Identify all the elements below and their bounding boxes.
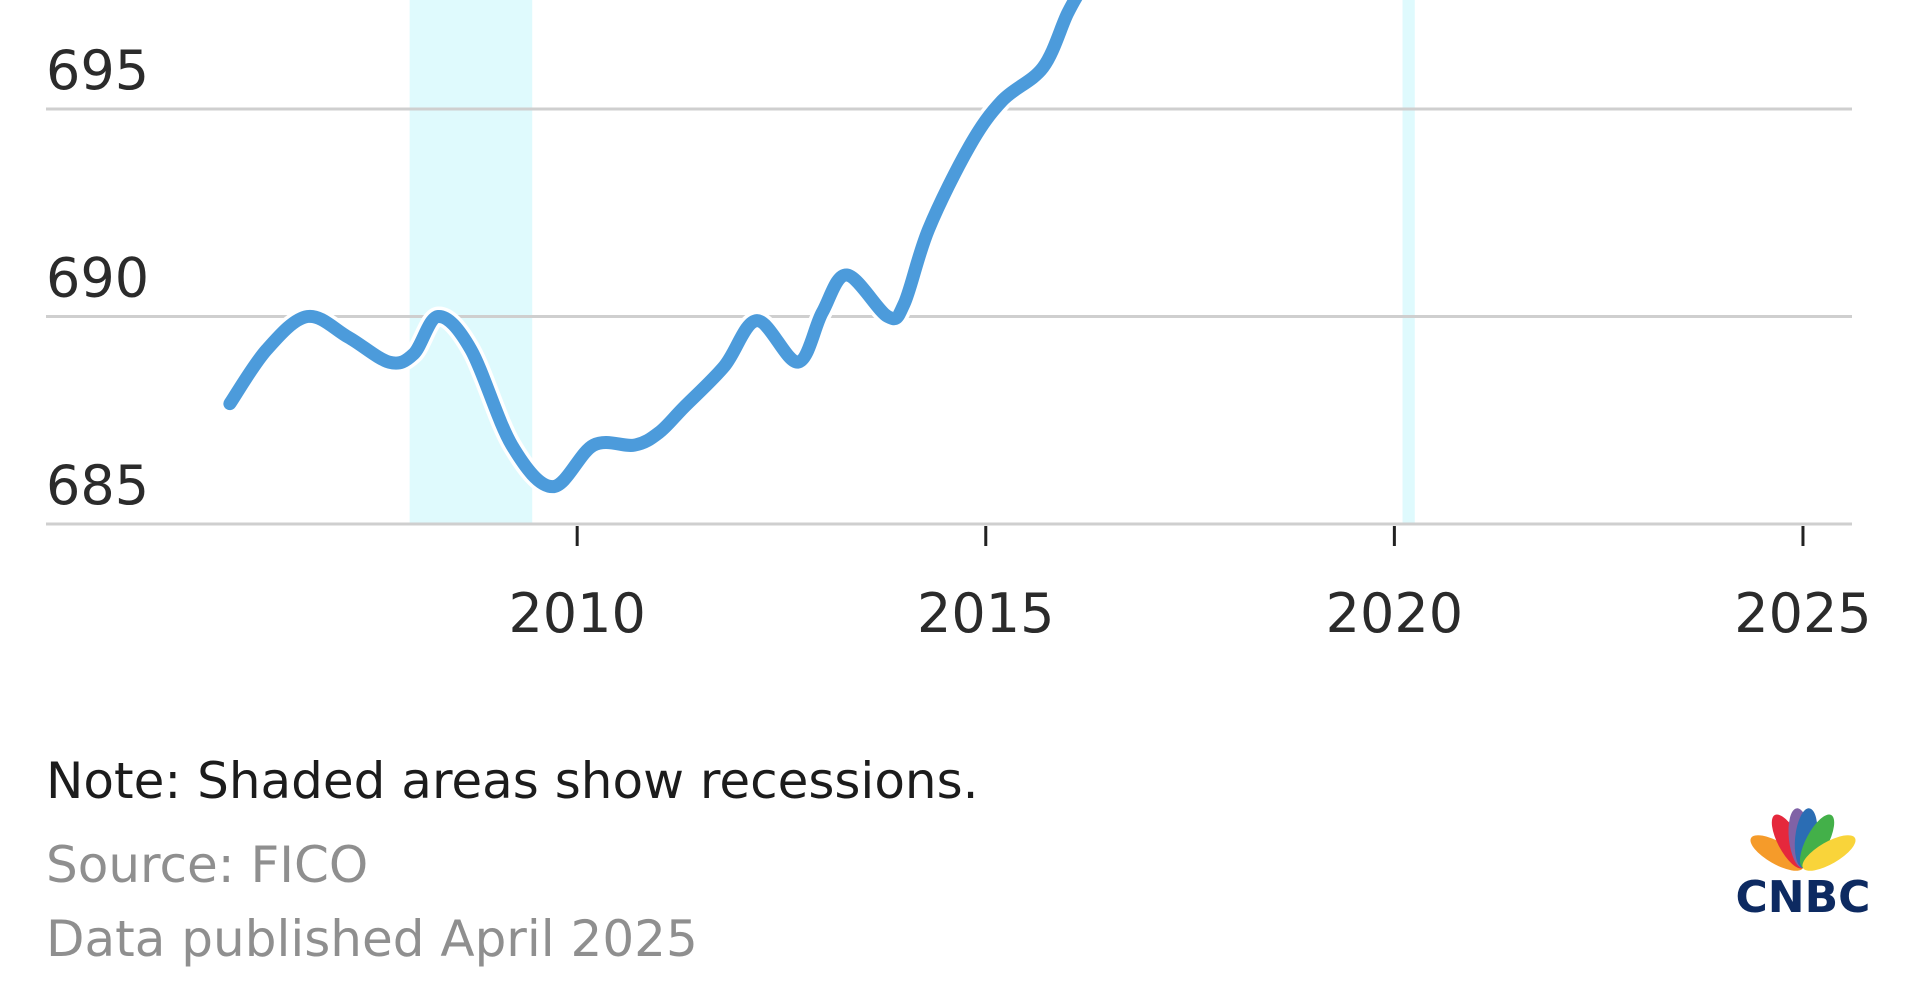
- x-tick-label-2010: 2010: [508, 582, 645, 645]
- series-line-0: [223, 0, 1083, 494]
- chart-source: Source: FICO: [46, 836, 369, 894]
- chart-note: Note: Shaded areas show recessions.: [46, 752, 979, 810]
- peacock-logo-icon: [1750, 808, 1856, 871]
- published-date: Data published April 2025: [46, 910, 698, 968]
- recession-band-1: [1402, 0, 1415, 524]
- cnbc-logo-text: CNBC: [1736, 872, 1871, 918]
- series-line-halo-0: [219, 0, 1087, 497]
- y-tick-label-690: 690: [46, 247, 149, 310]
- line-chart: 685 690 695 2010 2015 2020 2025: [46, 0, 1872, 645]
- x-tick-label-2025: 2025: [1734, 582, 1871, 645]
- y-tick-label-685: 685: [46, 454, 149, 517]
- x-tick-label-2020: 2020: [1326, 582, 1463, 645]
- cnbc-logo: CNBC: [1736, 808, 1871, 918]
- chart-area: 685 690 695 2010 2015 2020 2025: [46, 0, 1872, 645]
- x-tick-label-2015: 2015: [917, 582, 1054, 645]
- y-tick-label-695: 695: [46, 39, 149, 102]
- logo-feather-5: [1802, 835, 1856, 871]
